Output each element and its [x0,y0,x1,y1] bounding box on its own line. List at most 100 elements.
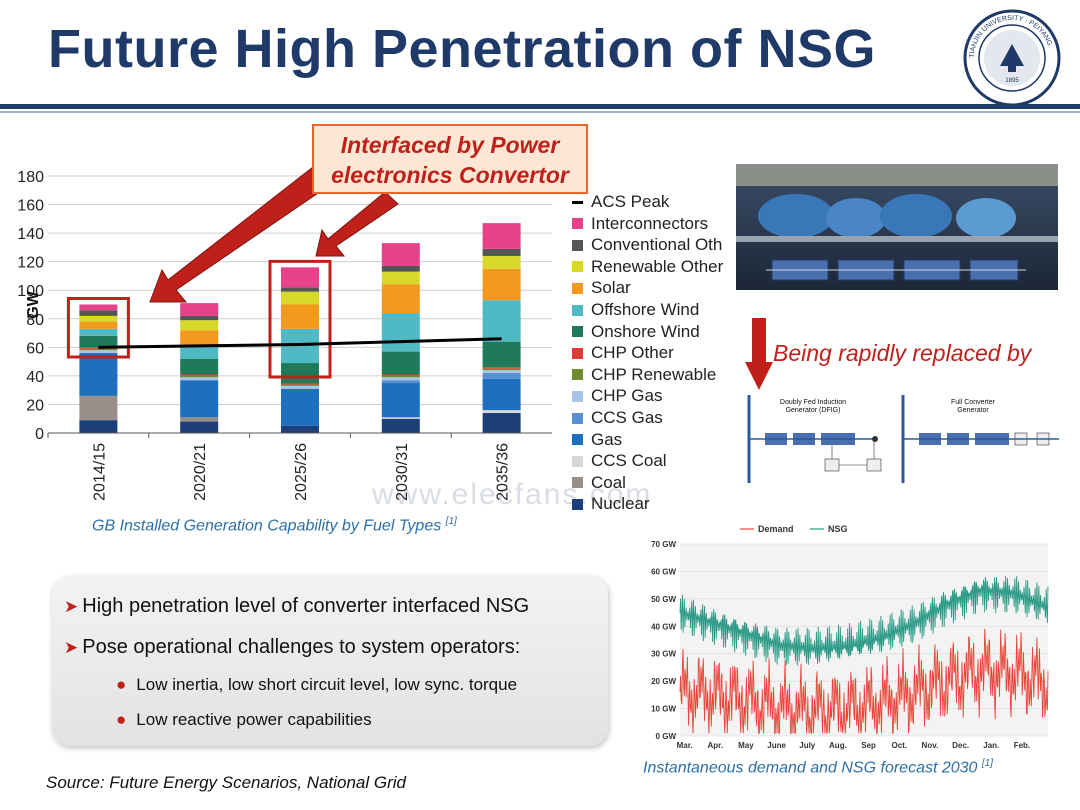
bar-segment [482,378,521,411]
demand-chart-x-ticks: Mar. Apr. May June July Aug. Sep Oct. Nov. Dec. Ja… [677,741,1031,750]
highlight-boxes [66,259,332,379]
bullet-arrow-icon: ➤ [64,638,79,657]
legend-swatch [572,412,583,424]
legend-item: CCS Coal [572,451,667,471]
demand-y-tick-label: 0 GW [656,732,677,741]
demand-chart-y-ticks: 0 GW 10 GW 20 GW 30 GW 40 GW 50 GW 60 GW 70 GW [651,540,676,741]
legend-item: CHP Other [572,343,674,363]
demand-series [679,575,1049,666]
sub-bullet-2: ● Low reactive power capabilities [116,710,372,730]
demand-y-tick-label: 20 GW [651,677,676,686]
bar-segment [482,223,521,249]
bar-segment [79,350,118,354]
bar-segment [381,380,420,384]
bullet-1-text: High penetration level of converter inte… [82,595,530,617]
stacked-bars [79,223,521,433]
key-points-panel [52,576,608,746]
highlight-box [66,297,130,359]
legend-swatch [572,369,583,381]
bar-segment [381,374,420,376]
bar-segment [381,417,420,419]
bar-segment [381,383,420,418]
bar-segment [281,384,319,386]
bar-segment [281,363,319,384]
x-tick-label: 2030/31 [394,443,411,501]
legend-item: CCS Gas [572,408,663,428]
legend-label: Conventional Oth [591,235,723,255]
bar-segment [381,375,420,378]
demand-chart-caption-ref: [1] [981,758,994,769]
legend-swatch [572,200,583,204]
y-tick-label: 20 [26,397,44,414]
bar-segment [482,367,521,369]
demand-x-tick-label: Dec. [952,741,969,750]
bar-segment [79,328,118,336]
bullet-1: ➤ High penetration level of converter int… [64,595,529,618]
acs-peak-line [98,337,502,349]
demand-y-tick-label: 30 GW [651,650,676,659]
svg-text:Generator: Generator [957,407,989,414]
bar-segment [482,368,521,371]
bar-segment [180,377,219,381]
bar-segment [281,291,319,305]
bar-segment [381,284,420,314]
demand-y-tick-label: 10 GW [651,705,676,714]
bar-segment [381,271,420,285]
y-tick-label: 40 [26,369,44,386]
demand-chart-caption: Instantaneous demand and NSG forecast 20… [643,758,993,777]
legend-label: Interconnectors [591,213,709,233]
bar-segment [79,353,118,396]
main-chart-caption-ref: [1] [445,516,457,527]
title-rule [0,104,1080,109]
watermark: www.elecfans.com [372,478,653,511]
bar-segment [381,265,420,272]
demand-x-tick-label: Nov. [922,741,939,750]
bar-segment [79,348,118,351]
bar-segment [482,268,521,301]
bar-segment [79,304,118,311]
bar-segment [180,417,219,422]
bar-segment [180,421,219,433]
demand-x-tick-label: Oct. [891,741,907,750]
converter-callout: Interfaced by Power electronics Converto… [312,124,588,194]
callout-line-1: Interfaced by Power [340,132,560,158]
bar-segment [281,267,319,288]
bar-segment [482,300,521,342]
legend-item: Offshore Wind [572,300,699,320]
legend-swatch [572,390,583,402]
university-seal-logo: TIANJIN UNIVERSITY · PEIYANG 1895 [963,9,1061,107]
legend-label: CHP Other [591,343,674,363]
bar-segment [281,287,319,292]
demand-x-tick-label: Feb. [1014,741,1030,750]
bar-segment [281,385,319,389]
bar-segment [79,335,118,348]
legend-item: Nuclear [572,494,650,514]
demand-chart-legend: Demand NSG [740,524,848,534]
main-chart-caption-text: GB Installed Generation Capability by Fu… [92,517,442,535]
bullet-dot-icon: ● [116,710,127,729]
callout-arrows [149,160,399,303]
sub-bullet-1-text: Low inertia, low short circuit level, lo… [136,675,518,694]
turbine-photo [736,164,1058,290]
legend-label: Renewable Other [591,256,724,276]
turbine-stage-blocks [766,259,1026,281]
legend-swatch [572,477,583,489]
demand-x-tick-label: May [738,741,754,750]
demand-x-tick-label: Sep [861,741,876,750]
legend-swatch [572,455,583,467]
legend-label: CCS Coal [591,451,667,471]
main-chart-caption: GB Installed Generation Capability by Fu… [92,516,457,535]
bar-segment [180,374,219,376]
y-axis-ticks: 0 20 40 60 80 100 120 140 160 180 [17,169,44,443]
bar-segment [482,255,521,269]
bar-segment [381,313,420,352]
demand-x-tick-label: June [767,741,786,750]
bar-segment [180,315,219,321]
legend-label: Nuclear [591,494,650,514]
acs-peak-series [98,337,502,349]
legend-swatch [572,434,583,446]
bullet-dot-icon: ● [116,675,127,694]
svg-text:Generator (DFIG): Generator (DFIG) [786,407,841,414]
y-tick-label: 60 [26,340,44,357]
